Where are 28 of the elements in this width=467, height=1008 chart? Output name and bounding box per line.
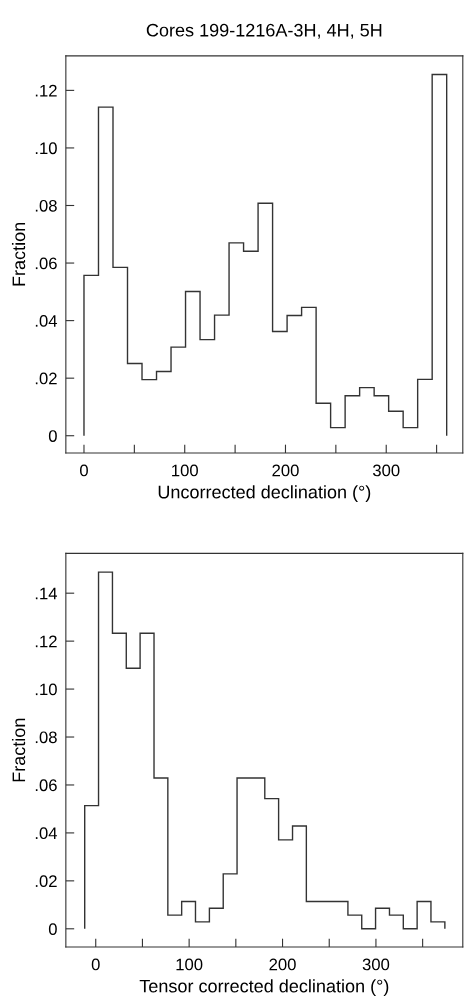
- x-tick-label: 300: [372, 464, 400, 477]
- y-axis-title: Fraction: [11, 718, 26, 782]
- y-tick-label: .12: [35, 635, 57, 648]
- y-tick-label: .08: [35, 199, 57, 212]
- y-tick-label: .12: [35, 84, 57, 97]
- x-axis-title: Uncorrected declination (°): [158, 485, 371, 503]
- y-tick-label: .04: [35, 315, 58, 327]
- y-tick-label: .02: [35, 875, 57, 888]
- x-tick-label: 200: [269, 958, 296, 971]
- x-axis-title: Tensor corrected declination (°): [139, 979, 389, 997]
- y-tick-label: .08: [35, 731, 57, 744]
- x-tick-label: 0: [80, 464, 88, 477]
- y-tick-label: .06: [35, 257, 57, 270]
- x-tick-label: 300: [362, 958, 390, 971]
- y-tick-label: .04: [35, 827, 58, 840]
- x-tick-label: 100: [172, 464, 198, 477]
- x-tick-label: 200: [272, 464, 299, 477]
- y-tick-label: .10: [35, 142, 57, 155]
- y-tick-label: .10: [35, 683, 57, 696]
- y-tick-label: 0: [48, 923, 57, 935]
- x-tick-label: 0: [91, 958, 100, 971]
- chart-title: Cores 199-1216A-3H, 4H, 5H: [146, 23, 382, 39]
- y-axis-title: Fraction: [11, 222, 26, 286]
- y-tick-label: .06: [35, 779, 57, 792]
- x-tick-label: 100: [176, 958, 203, 971]
- y-tick-label: .14: [35, 587, 58, 600]
- y-tick-label: 0: [48, 430, 57, 442]
- y-tick-label: .02: [35, 372, 57, 385]
